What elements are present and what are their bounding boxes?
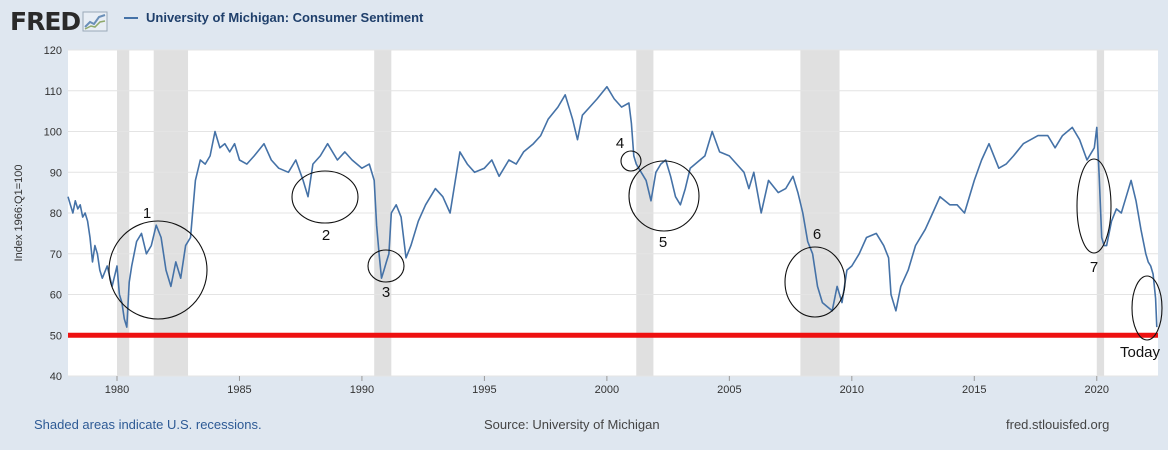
y-axis-label: Index 1966:Q1=100: [13, 165, 25, 262]
x-tick-label: 2005: [717, 384, 741, 396]
chart-legend: University of Michigan: Consumer Sentime…: [124, 10, 423, 25]
legend-title: University of Michigan: Consumer Sentime…: [146, 10, 424, 25]
x-tick-label: 1990: [350, 384, 374, 396]
annotation-circle: [367, 249, 405, 283]
x-tick-label: 1995: [472, 384, 496, 396]
y-tick-label: 120: [44, 45, 62, 57]
annotation-circle: [108, 220, 208, 320]
y-tick-label: 80: [50, 208, 62, 220]
annotation-circle: [1131, 275, 1163, 341]
x-tick-label: 1980: [105, 384, 129, 396]
x-tick-label: 2020: [1085, 384, 1109, 396]
annotation-label: 2: [322, 227, 330, 244]
chart: 40 50 60 70 80 90 100 110 120 1980 1985 1990 1995 200…: [13, 45, 1163, 396]
annotation-circle: [620, 150, 642, 172]
annotation-label: Today: [1120, 344, 1161, 361]
annotation-circle: [628, 160, 700, 232]
x-tick-label: 1985: [227, 384, 251, 396]
fred-logo[interactable]: FRED: [10, 6, 108, 36]
annotation-label: 7: [1090, 259, 1098, 276]
y-tick-label: 90: [50, 167, 62, 179]
y-tick-label: 40: [50, 371, 62, 383]
x-tick-label: 2000: [595, 384, 619, 396]
annotation-label: 5: [659, 234, 667, 251]
annotation-circle: [291, 170, 359, 224]
annotation-circle: [1076, 158, 1112, 254]
y-tick-label: 100: [44, 127, 62, 139]
legend-swatch: [124, 16, 138, 19]
annotation-circle: [784, 246, 846, 318]
y-tick-label: 60: [50, 290, 62, 302]
fred-logo-text: FRED: [10, 6, 81, 36]
annotation-label: 6: [813, 226, 821, 243]
annotation-label: 3: [382, 284, 390, 301]
x-tick-label: 2010: [840, 384, 864, 396]
site-link[interactable]: fred.stlouisfed.org: [1006, 417, 1110, 432]
y-tick-label: 110: [44, 86, 62, 98]
y-tick-label: 50: [50, 330, 62, 342]
annotation-label: 4: [616, 135, 624, 152]
recessions-note[interactable]: Shaded areas indicate U.S. recessions.: [34, 417, 262, 432]
y-tick-label: 70: [50, 249, 62, 261]
sentiment-series-line: [67, 85, 1158, 328]
annotation-label: 1: [143, 205, 151, 222]
source-note: Source: University of Michigan: [484, 417, 660, 432]
x-tick-label: 2015: [962, 384, 986, 396]
chart-logo-icon: [82, 11, 108, 32]
